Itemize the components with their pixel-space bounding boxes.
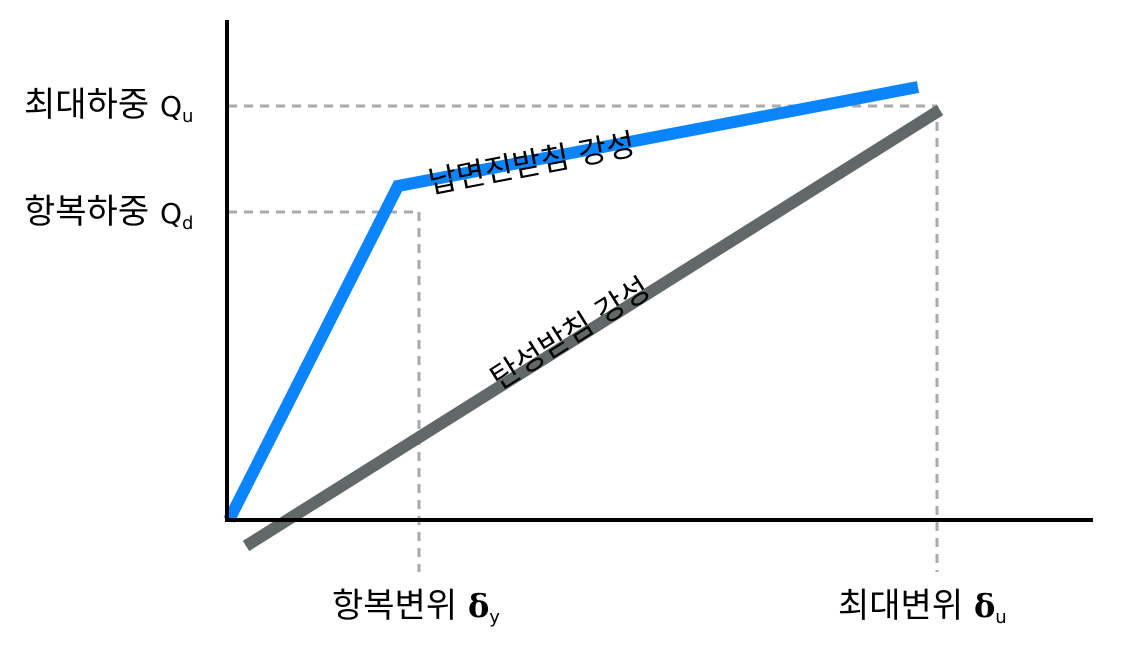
ultimate-load-symbol: Q	[159, 90, 182, 123]
yield-displacement-symbol: δ	[467, 587, 490, 625]
elastic-stiffness-line	[242, 104, 944, 552]
ultimate-displacement-symbol: δ	[973, 587, 996, 625]
yield-load-subscript: d	[181, 213, 194, 234]
ultimate-displacement-label: 최대변위 δu	[838, 586, 1007, 627]
ultimate-load-text: 최대하중	[24, 85, 150, 125]
ultimate-load-subscript: u	[181, 106, 194, 127]
ultimate-load-label: 최대하중 Qu	[24, 85, 193, 126]
lead-rubber-stiffness-curve	[223, 81, 920, 523]
yield-load-label: 항복하중 Qd	[24, 192, 193, 233]
yield-load-text: 항복하중	[24, 192, 150, 232]
yield-displacement-text: 항복변위	[332, 586, 458, 626]
ultimate-displacement-text: 최대변위	[838, 586, 964, 626]
ultimate-displacement-subscript: u	[995, 607, 1007, 628]
yield-load-symbol: Q	[159, 197, 182, 230]
yield-displacement-subscript: y	[489, 607, 500, 628]
yield-displacement-label: 항복변위 δy	[332, 586, 500, 627]
